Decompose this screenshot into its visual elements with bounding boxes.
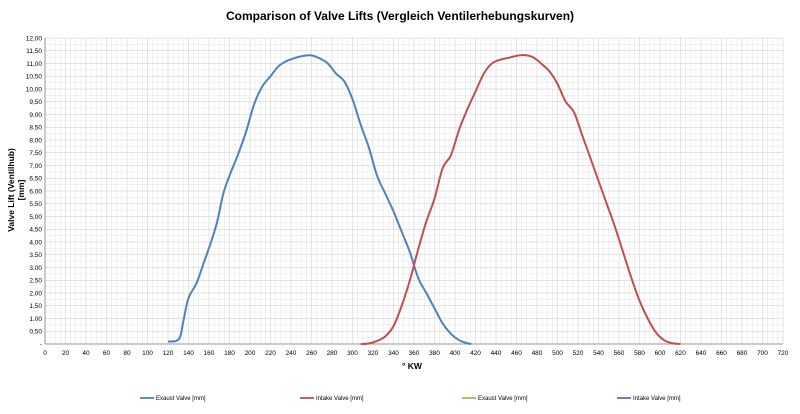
y-tick-label: 5,50 xyxy=(29,201,42,208)
plot-axes xyxy=(44,38,783,345)
series-lines xyxy=(167,54,681,345)
y-tick-label: 1,50 xyxy=(29,303,42,310)
y-axis-label-line-1: Valve Lift (Ventilhub) xyxy=(6,148,16,232)
x-tick-label: 140 xyxy=(183,350,194,357)
y-tick-label: - xyxy=(40,341,42,348)
x-tick-label: 120 xyxy=(163,350,174,357)
x-tick-label: 680 xyxy=(737,350,748,357)
y-tick-label: 10,50 xyxy=(26,74,43,81)
x-tick-label: 0 xyxy=(43,350,47,357)
x-tick-label: 220 xyxy=(265,350,276,357)
x-tick-label: 420 xyxy=(470,350,481,357)
x-tick-label: 520 xyxy=(573,350,584,357)
y-tick-label: 8,00 xyxy=(29,137,42,144)
x-tick-label: 100 xyxy=(142,350,153,357)
y-tick-label: 3,00 xyxy=(29,265,42,272)
x-axis-label: ° KW xyxy=(402,361,423,371)
x-tick-label: 280 xyxy=(327,350,338,357)
y-tick-label: 9,00 xyxy=(29,112,42,119)
x-tick-label: 340 xyxy=(388,350,399,357)
x-tick-label: 180 xyxy=(224,350,235,357)
y-axis-label-line-2: [mm] xyxy=(16,179,26,200)
x-tick-label: 360 xyxy=(409,350,420,357)
series-line-2 xyxy=(360,54,681,345)
legend: Exaust Valve [mm] Intake Valve [mm] Exaust… xyxy=(140,396,681,402)
x-tick-label: 700 xyxy=(757,350,768,357)
y-tick-label: 8,50 xyxy=(29,125,42,132)
legend-label-2: Intake Valve [mm] xyxy=(316,396,364,402)
y-tick-label: 4,00 xyxy=(29,239,42,246)
series-line-1 xyxy=(167,54,472,345)
y-tick-label: 1,00 xyxy=(29,316,42,323)
y-tick-label: 7,00 xyxy=(29,163,42,170)
x-tick-label: 160 xyxy=(204,350,215,357)
y-tick-label: 2,50 xyxy=(29,278,42,285)
y-tick-label: 7,50 xyxy=(29,150,42,157)
y-tick-label: 0,50 xyxy=(29,329,42,336)
x-tick-label: 580 xyxy=(634,350,645,357)
y-tick-label: 11,00 xyxy=(26,61,42,68)
legend-label-3: Exaust Valve [mm] xyxy=(478,396,528,402)
y-tick-label: 5,00 xyxy=(29,214,42,221)
x-tick-label: 540 xyxy=(593,350,604,357)
y-tick-label: 10,00 xyxy=(26,86,43,93)
y-tick-label: 6,50 xyxy=(29,176,42,183)
x-tick-label: 320 xyxy=(368,350,379,357)
x-tick-label: 60 xyxy=(103,350,111,357)
x-tick-label: 600 xyxy=(655,350,666,357)
x-tick-label: 240 xyxy=(286,350,297,357)
x-tick-label: 380 xyxy=(429,350,440,357)
x-tick-labels: 0 20 40 60 80 100 120 140 160 180 200 220 240 260 280 3… xyxy=(43,350,789,357)
x-tick-label: 500 xyxy=(552,350,563,357)
x-tick-label: 620 xyxy=(675,350,686,357)
x-tick-label: 260 xyxy=(306,350,317,357)
chart-title: Comparison of Valve Lifts (Vergleich Ven… xyxy=(226,9,574,23)
x-tick-label: 80 xyxy=(123,350,131,357)
x-tick-label: 560 xyxy=(614,350,625,357)
x-tick-label: 640 xyxy=(696,350,707,357)
x-tick-label: 460 xyxy=(511,350,522,357)
x-tick-label: 300 xyxy=(347,350,358,357)
plot-grid xyxy=(44,37,784,345)
x-tick-label: 200 xyxy=(245,350,256,357)
x-tick-label: 720 xyxy=(778,350,789,357)
y-tick-labels: - 0,50 1,00 1,50 2,00 2,50 3,00 3,50 4,00 4,50 5,0… xyxy=(26,35,43,348)
legend-label-1: Exaust Valve [mm] xyxy=(156,396,206,402)
x-tick-label: 660 xyxy=(716,350,727,357)
x-tick-label: 400 xyxy=(450,350,461,357)
y-tick-label: 11,50 xyxy=(26,48,42,55)
y-tick-label: 12,00 xyxy=(26,35,43,42)
y-tick-label: 3,50 xyxy=(29,252,42,259)
y-tick-label: 9,50 xyxy=(29,99,42,106)
x-tick-label: 440 xyxy=(491,350,502,357)
y-tick-label: 6,00 xyxy=(29,188,42,195)
x-tick-label: 20 xyxy=(62,350,70,357)
y-tick-label: 2,00 xyxy=(29,290,42,297)
x-tick-label: 40 xyxy=(82,350,90,357)
x-tick-label: 480 xyxy=(532,350,543,357)
y-axis-label: Valve Lift (Ventilhub) [mm] xyxy=(6,148,26,232)
legend-label-4: Intake Valve [mm] xyxy=(633,396,681,402)
y-tick-label: 4,50 xyxy=(29,227,42,234)
